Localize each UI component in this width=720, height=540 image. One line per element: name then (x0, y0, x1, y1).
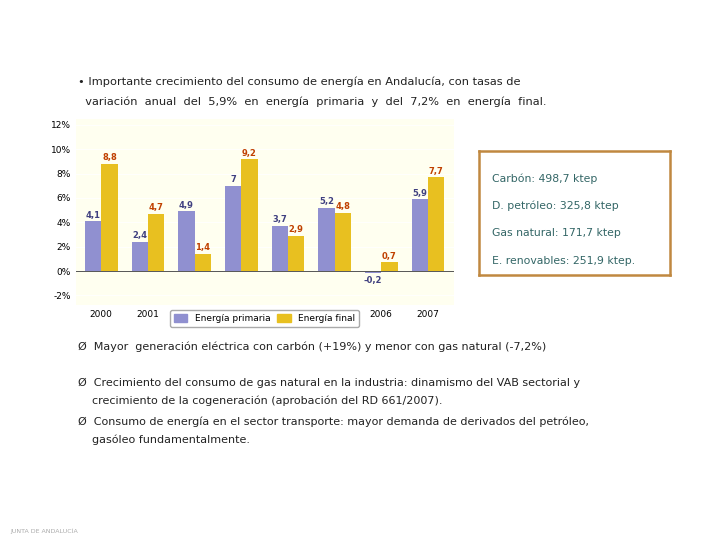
Text: Gas natural: 171,7 ktep: Gas natural: 171,7 ktep (492, 228, 621, 238)
Text: 2,9: 2,9 (289, 225, 304, 234)
Text: Ø  Consumo de energía en el sector transporte: mayor demanda de derivados del pe: Ø Consumo de energía en el sector transp… (78, 416, 589, 427)
Text: JUNTA DE ANDALUCÍA: JUNTA DE ANDALUCÍA (11, 528, 78, 534)
Bar (179, 211, 194, 271)
Text: -0,2: -0,2 (364, 276, 382, 285)
Text: 5,9: 5,9 (413, 188, 427, 198)
Bar (335, 213, 351, 271)
Text: 7: 7 (230, 176, 236, 184)
Bar (85, 221, 102, 271)
Bar (428, 177, 444, 271)
Text: 2,4: 2,4 (132, 231, 148, 240)
Bar (288, 235, 305, 271)
Legend: Energía primaria, Energía final: Energía primaria, Energía final (170, 310, 359, 327)
Text: • Importante crecimiento del consumo de energía en Andalucía, con tasas de: • Importante crecimiento del consumo de … (78, 77, 521, 87)
Text: 4,8: 4,8 (336, 202, 350, 211)
Text: crecimiento de la cogeneración (aprobación del RD 661/2007).: crecimiento de la cogeneración (aprobaci… (78, 396, 443, 406)
Text: Carbón: 498,7 ktep: Carbón: 498,7 ktep (492, 173, 598, 184)
Text: CONSEJERÍA DE INNOVACIÓN, CIENCIA Y EMPRESA: CONSEJERÍA DE INNOVACIÓN, CIENCIA Y EMPR… (97, 512, 471, 527)
Bar (225, 186, 241, 271)
Bar (148, 214, 164, 271)
Text: 4,1: 4,1 (86, 211, 101, 220)
Bar (365, 271, 382, 273)
Text: 9,2: 9,2 (242, 148, 257, 158)
Text: 3,7: 3,7 (272, 215, 287, 225)
Text: variación  anual  del  5,9%  en  energía  primaria  y  del  7,2%  en  energía  f: variación anual del 5,9% en energía prim… (78, 97, 546, 107)
Bar (271, 226, 288, 271)
Text: 0,7: 0,7 (382, 252, 397, 261)
Bar (102, 164, 117, 271)
Text: 8,8: 8,8 (102, 153, 117, 163)
Bar (194, 254, 211, 271)
Text: 5,2: 5,2 (319, 197, 334, 206)
Text: 4,7: 4,7 (148, 204, 163, 212)
Text: Ø  Crecimiento del consumo de gas natural en la industria: dinamismo del VAB sec: Ø Crecimiento del consumo de gas natural… (78, 377, 580, 388)
Text: 1,4: 1,4 (195, 244, 210, 253)
Text: D. petróleo: 325,8 ktep: D. petróleo: 325,8 ktep (492, 201, 619, 211)
Text: Ø  Mayor  generación eléctrica con carbón (+19%) y menor con gas natural (-7,2%): Ø Mayor generación eléctrica con carbón … (78, 342, 546, 352)
Bar (318, 208, 335, 271)
Bar (132, 242, 148, 271)
Text: 7,7: 7,7 (428, 167, 444, 176)
FancyBboxPatch shape (44, 500, 50, 525)
Bar (241, 159, 258, 271)
Text: 4,9: 4,9 (179, 201, 194, 210)
Text: E. renovables: 251,9 ktep.: E. renovables: 251,9 ktep. (492, 255, 635, 266)
Bar (412, 199, 428, 271)
Text: gasóleo fundamentalmente.: gasóleo fundamentalmente. (78, 435, 250, 445)
Text: Agencia Andaluza de la Energía: Agencia Andaluza de la Energía (97, 485, 274, 496)
Bar (382, 262, 397, 271)
Text: Crecimientos anuales del consumo de energía primaria y final en Andalucía: Crecimientos anuales del consumo de ener… (84, 33, 650, 47)
